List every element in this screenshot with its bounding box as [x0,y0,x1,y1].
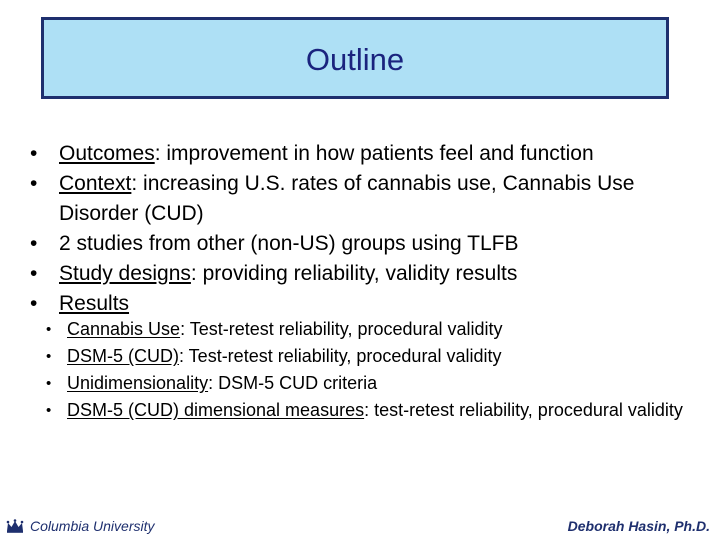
sub-bullet-term: Unidimensionality [67,373,209,393]
footer-author: Deborah Hasin, Ph.D. [567,518,710,534]
bullet-context: Context: increasing U.S. rates of cannab… [30,169,700,229]
sub-bullet-term: DSM-5 (CUD) dimensional measures [67,400,365,420]
footer-university: Columbia University [30,518,155,534]
sub-bullet-text: : DSM-5 CUD criteria [208,373,378,393]
bullet-term: Context [59,172,132,195]
bullet-term: Results [59,292,130,315]
bullet-text: : providing reliability, validity result… [190,262,518,285]
bullet-outcomes: Outcomes: improvement in how patients fe… [30,139,700,169]
columbia-crown-icon [6,519,24,533]
sub-bullet-term: Cannabis Use [67,319,181,339]
bullet-text: : improvement in how patients feel and f… [154,142,594,165]
sub-bullet-dimensional-measures: DSM-5 (CUD) dimensional measures: test-r… [46,397,696,424]
bullet-term: Study designs [59,262,191,285]
footer-affiliation: Columbia University [6,518,154,534]
sub-bullet-dsm5-cud: DSM-5 (CUD): Test-retest reliability, pr… [46,343,696,370]
bullet-term: Outcomes [59,142,155,165]
bullet-text: : increasing U.S. rates of cannabis use,… [59,172,635,225]
bullet-study-designs: Study designs: providing reliability, va… [30,259,700,289]
slide-title: Outline [305,42,405,77]
sub-bullet-unidimensionality: Unidimensionality: DSM-5 CUD criteria [46,370,696,397]
bullet-text: 2 studies from other (non-US) groups usi… [59,232,519,255]
sub-bullet-text: : test-retest reliability, procedural va… [364,400,683,420]
sub-bullet-term: DSM-5 (CUD) [67,346,179,366]
main-bullet-list: Outcomes: improvement in how patients fe… [30,139,700,319]
sub-bullet-list: Cannabis Use: Test-retest reliability, p… [46,316,696,424]
bullet-studies: 2 studies from other (non-US) groups usi… [30,229,700,259]
sub-bullet-cannabis-use: Cannabis Use: Test-retest reliability, p… [46,316,696,343]
bullet-results: Results [30,289,700,319]
sub-bullet-text: : Test-retest reliability, procedural va… [179,346,502,366]
title-box: Outline [41,17,669,99]
sub-bullet-text: : Test-retest reliability, procedural va… [180,319,503,339]
